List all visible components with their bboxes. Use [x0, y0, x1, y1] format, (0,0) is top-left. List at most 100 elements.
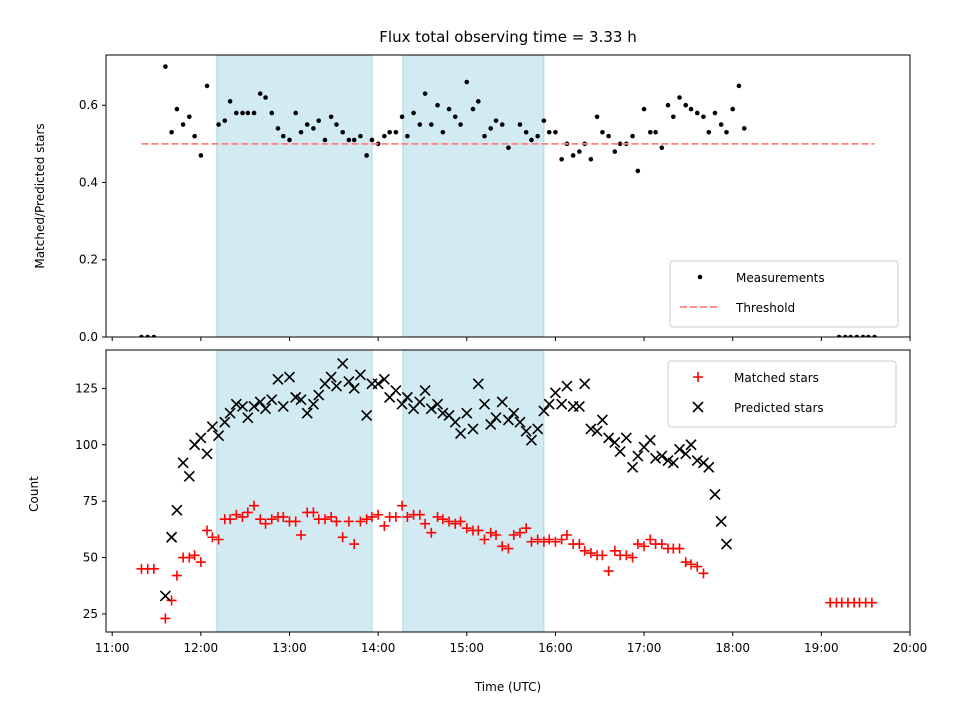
- bottom-predicted-stars-point: [461, 407, 473, 419]
- top-measurements-point: [488, 126, 494, 131]
- bottom-predicted-stars-point: [166, 531, 178, 543]
- bottom-matched-stars-point: [202, 525, 213, 536]
- top-measurements-point: [435, 102, 440, 108]
- top-measurements-point: [617, 141, 623, 147]
- top-measurements-point: [393, 129, 399, 135]
- bottom-matched-stars-point: [639, 541, 650, 552]
- top-measurements-point: [836, 334, 842, 337]
- bottom-matched-stars-point: [561, 529, 572, 540]
- top-measurements-point: [234, 110, 239, 116]
- bottom-matched-stars-point: [461, 523, 472, 534]
- top-measurements-point: [311, 126, 316, 131]
- bottom-predicted-stars-point: [431, 398, 444, 410]
- bottom-matched-stars-point: [266, 514, 277, 525]
- bottom-predicted-stars-point: [449, 416, 461, 428]
- bottom-matched-stars-point: [366, 511, 377, 522]
- bottom-predicted-stars-point: [343, 376, 355, 388]
- bottom-predicted-stars-point: [183, 470, 195, 482]
- top-measurements-point: [240, 110, 245, 116]
- bottom-matched-stars-point: [526, 536, 537, 547]
- bottom-matched-stars-point: [698, 568, 709, 579]
- bottom-matched-stars-point: [166, 595, 177, 606]
- top-measurements-point: [198, 153, 204, 158]
- top-measurements-point: [316, 118, 322, 123]
- bottom-predicted-stars-point: [330, 380, 343, 392]
- top-measurements-point: [422, 91, 428, 96]
- bottom-predicted-stars-point: [467, 423, 479, 435]
- bottom-predicted-stars-point: [313, 389, 325, 401]
- bottom-predicted-stars-point: [361, 409, 373, 421]
- bottom-legend-box: [667, 360, 897, 428]
- bottom-predicted-stars-point: [171, 504, 183, 516]
- bottom-predicted-stars-point: [378, 373, 390, 385]
- bottom-predicted-stars-point: [573, 400, 585, 412]
- top-measurements-point: [151, 334, 157, 337]
- bottom-predicted-stars-point: [390, 385, 402, 397]
- bottom-matched-stars-point: [538, 536, 549, 547]
- top-legend-measurements-label: Measurements: [736, 271, 825, 285]
- bottom-predicted-stars-point: [219, 416, 231, 428]
- top-measurements-point: [369, 137, 375, 143]
- top-measurements-point: [334, 122, 339, 127]
- bottom-predicted-stars-point: [414, 396, 426, 408]
- bottom-matched-stars-point: [597, 550, 608, 561]
- top-measurements-point: [630, 133, 635, 139]
- bottom-y-tick-label: 75: [83, 494, 98, 508]
- top-measurements-point: [293, 110, 298, 116]
- chart-title: Flux total observing time = 3.33 h: [379, 28, 636, 46]
- bottom-predicted-stars-point: [626, 461, 639, 473]
- bottom-matched-stars-point: [532, 534, 543, 545]
- x-tick-label: 17:00: [627, 641, 662, 655]
- top-panel-content: [139, 55, 877, 337]
- bottom-predicted-stars-point: [478, 398, 491, 410]
- bottom-matched-stars-point: [556, 534, 567, 545]
- top-measurements-point: [470, 106, 476, 112]
- bottom-matched-stars-point: [609, 545, 620, 556]
- top-legend-threshold-label: Threshold: [735, 301, 795, 315]
- top-measurements-point: [671, 114, 676, 120]
- bottom-matched-stars-point: [444, 516, 455, 527]
- top-measurements-point: [287, 137, 292, 143]
- x-tick-label: 20:00: [893, 641, 928, 655]
- bottom-predicted-stars-point: [685, 439, 697, 451]
- top-measurements-point: [180, 122, 186, 127]
- bottom-predicted-stars-point: [159, 590, 171, 602]
- bottom-predicted-stars-point: [709, 488, 721, 500]
- bottom-matched-stars-point: [349, 539, 360, 550]
- top-measurements-point: [523, 129, 529, 135]
- top-measurements-point: [280, 133, 286, 139]
- bottom-predicted-stars-point: [532, 423, 544, 435]
- bottom-predicted-stars-point: [348, 382, 360, 394]
- top-measurements-point: [535, 133, 540, 139]
- bottom-matched-stars-point: [331, 516, 342, 527]
- bottom-predicted-stars-point: [177, 457, 189, 469]
- bottom-matched-stars-point: [290, 516, 301, 527]
- bottom-predicted-stars-point: [236, 400, 249, 412]
- x-tick-label: 15:00: [449, 641, 484, 655]
- bottom-matched-stars-point: [308, 507, 319, 518]
- bottom-predicted-stars-point: [248, 400, 260, 412]
- top-measurements-point: [736, 83, 742, 89]
- top-measurements-point: [328, 114, 334, 120]
- bottom-matched-stars-point: [491, 529, 502, 540]
- bottom-matched-stars-point: [450, 518, 461, 529]
- top-measurements-point: [458, 122, 463, 127]
- bottom-predicted-stars-point: [632, 450, 644, 462]
- top-measurements-point: [635, 168, 641, 174]
- top-measurements-point: [452, 114, 458, 120]
- bottom-predicted-stars-point: [195, 432, 207, 444]
- bottom-predicted-stars-point: [266, 394, 278, 406]
- bottom-predicted-stars-point: [485, 418, 497, 431]
- bottom-matched-stars-point: [508, 529, 519, 540]
- top-measurements-point: [718, 122, 724, 127]
- bottom-predicted-stars-point: [254, 396, 266, 408]
- bottom-matched-stars-point: [160, 613, 171, 624]
- top-measurements-point: [405, 133, 410, 139]
- bottom-matched-stars-point: [579, 545, 590, 556]
- bottom-predicted-stars-point: [277, 400, 289, 412]
- bottom-predicted-stars-point: [354, 369, 366, 381]
- top-measurements-point: [848, 334, 853, 337]
- top-measurements-point: [446, 106, 452, 112]
- bottom-predicted-stars-point: [307, 398, 319, 410]
- bottom-predicted-stars-point: [538, 405, 550, 417]
